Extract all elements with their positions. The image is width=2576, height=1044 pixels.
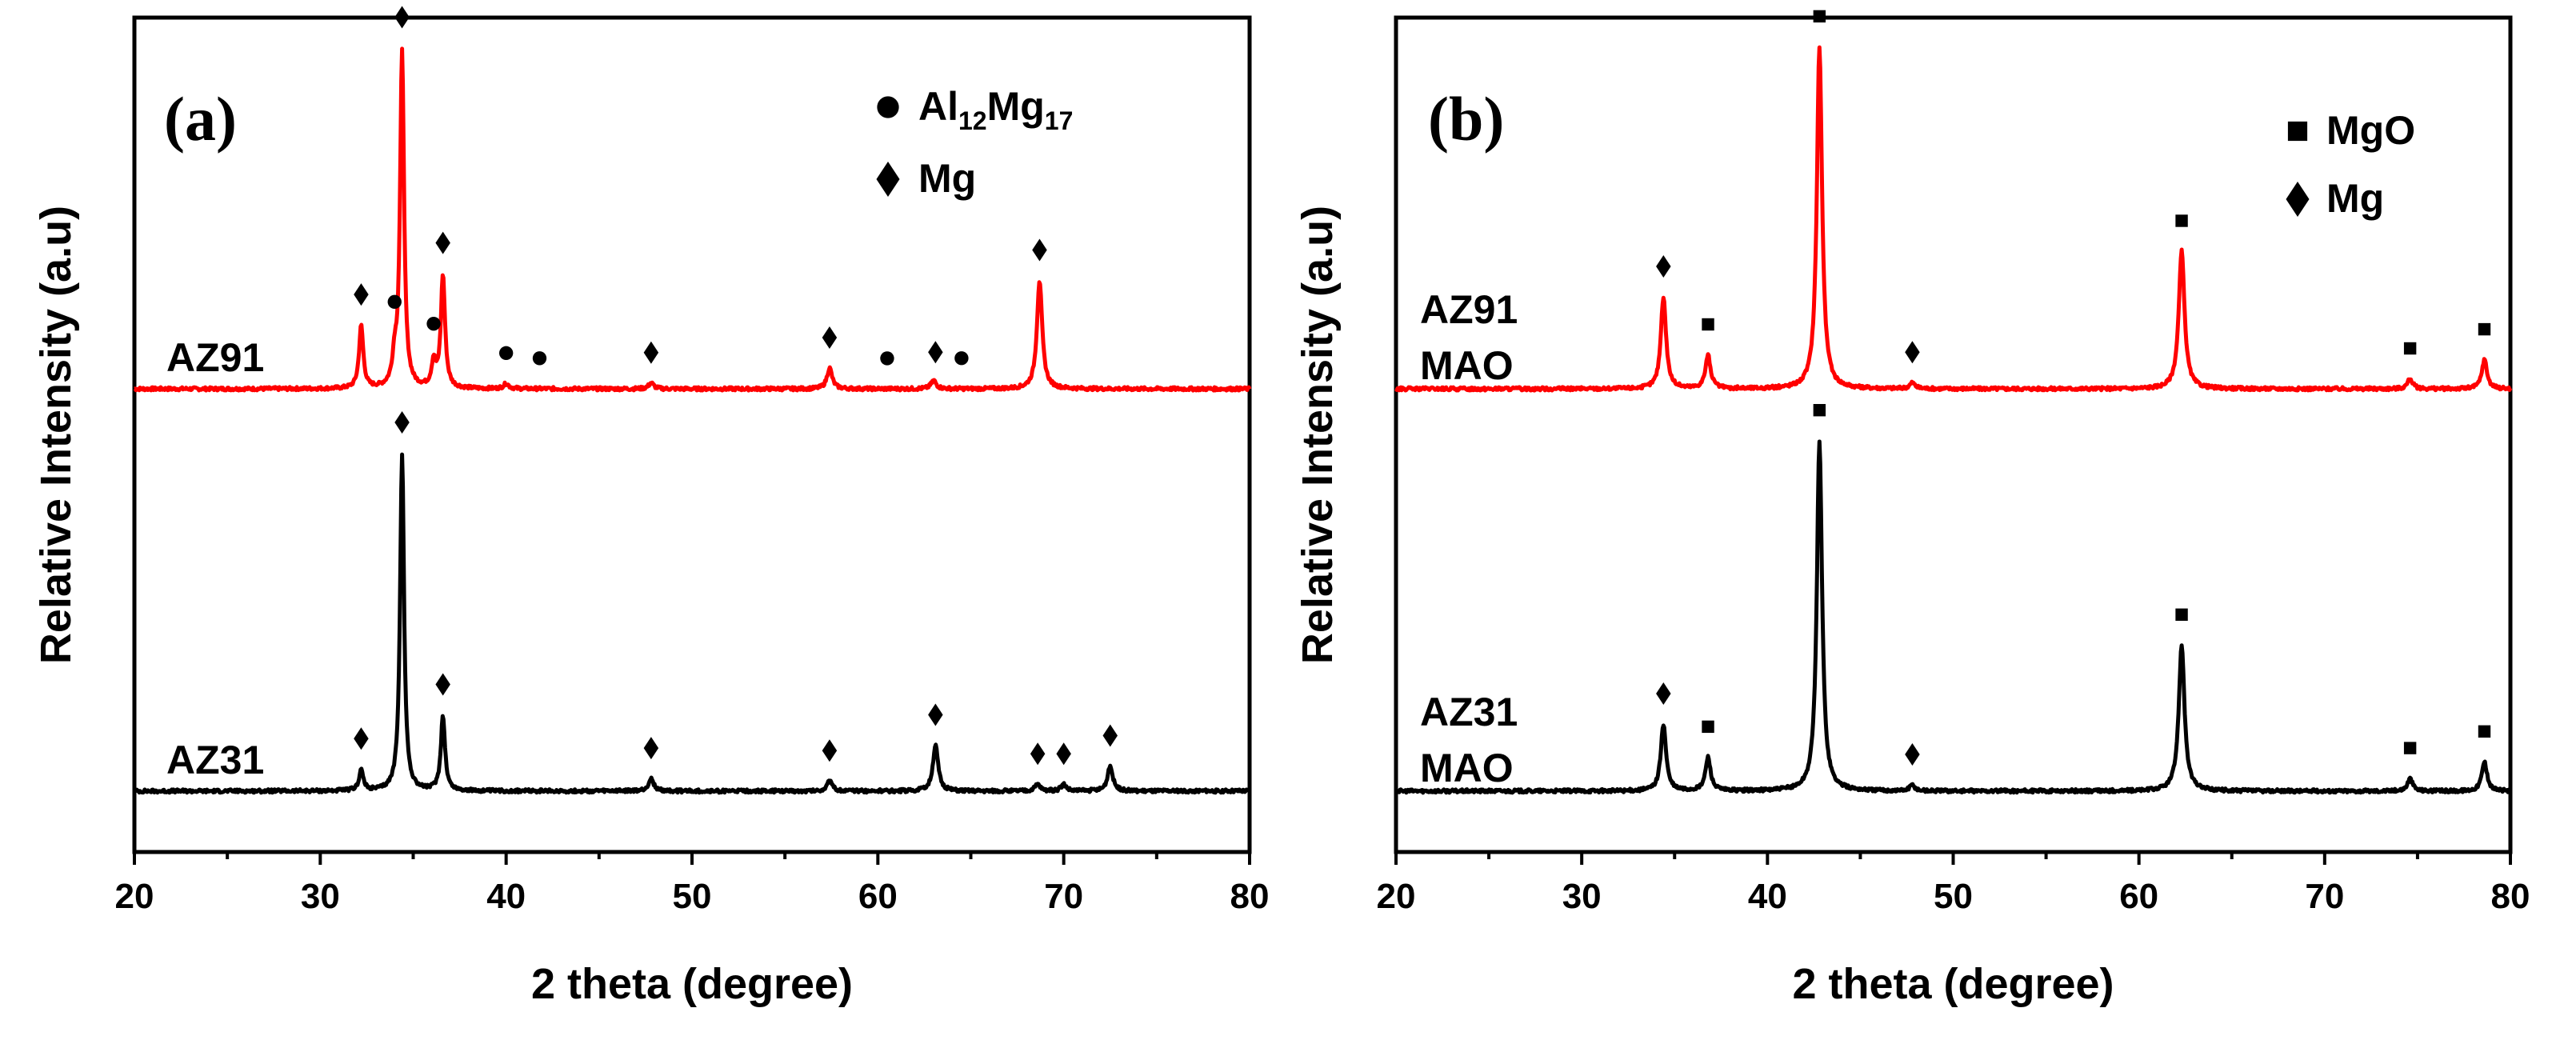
- peak-marker-square: [1702, 318, 1714, 331]
- x-tick-label: 60: [2119, 877, 2158, 916]
- legend-diamond-icon: [2286, 182, 2310, 217]
- series-line: [133, 46, 1252, 393]
- peak-marker-diamond: [394, 410, 410, 434]
- x-tick-label: 30: [301, 877, 340, 916]
- series-line: [1394, 439, 2512, 795]
- peak-marker-diamond: [435, 673, 450, 696]
- x-tick-label: 40: [1748, 877, 1787, 916]
- series-label: AZ91: [166, 335, 264, 380]
- legend-label-mid: Mg: [987, 84, 1045, 129]
- panel-a: 20 30 40 50 60 70 80 2 theta (degree) Relative I…: [32, 6, 1269, 1008]
- peak-marker-diamond: [1030, 742, 1046, 766]
- legend-sub: 12: [958, 106, 987, 135]
- peak-marker-diamond: [1905, 743, 1920, 766]
- x-axis-label: 2 theta (degree): [1792, 960, 2114, 1008]
- x-tick-label: 20: [115, 877, 154, 916]
- series-az31-mao: AZ31 MAO: [1394, 404, 2512, 795]
- series-az91-mao: AZ91 MAO: [1394, 10, 2513, 393]
- legend-label: Mg: [2326, 176, 2384, 221]
- legend-square-icon: [2287, 121, 2308, 142]
- series-label: MAO: [1420, 343, 1514, 388]
- peak-marker-diamond: [643, 737, 659, 760]
- plot-frame: [132, 15, 1252, 854]
- x-tick-label: 80: [1230, 877, 1270, 916]
- y-axis-label: Relative Intensity (a.u): [32, 206, 80, 664]
- peak-marker-circle: [426, 316, 441, 331]
- peak-marker-circle: [532, 351, 547, 366]
- peak-marker-diamond: [928, 703, 943, 726]
- peak-marker-square: [1702, 720, 1714, 734]
- peak-marker-square: [1813, 404, 1826, 417]
- x-tick-label: 20: [1377, 877, 1416, 916]
- series-label: AZ91: [1420, 287, 1518, 332]
- peak-marker-diamond: [1102, 724, 1118, 747]
- series-label: AZ31: [1420, 690, 1518, 734]
- x-tick-label: 40: [486, 877, 526, 916]
- x-tick-label: 50: [673, 877, 712, 916]
- peak-marker-diamond: [822, 739, 838, 762]
- peak-marker-diamond: [1656, 682, 1671, 706]
- peak-marker-circle: [880, 351, 894, 366]
- legend-label-main: Al: [918, 84, 958, 129]
- peak-marker-square: [2175, 608, 2188, 621]
- peak-marker-diamond: [1905, 341, 1920, 364]
- legend-label: MgO: [2326, 108, 2415, 153]
- series-label: AZ31: [166, 738, 264, 782]
- peak-marker-diamond: [1056, 742, 1071, 766]
- peak-marker-square: [2478, 322, 2491, 336]
- peak-marker-circle: [387, 294, 402, 310]
- series-az91: AZ91: [133, 6, 1252, 393]
- peak-marker-square: [2403, 742, 2417, 754]
- y-axis-label: Relative Intensity (a.u): [1294, 206, 1342, 664]
- peak-marker-circle: [954, 351, 969, 366]
- peak-marker-diamond: [354, 727, 369, 750]
- x-tick-label: 80: [2491, 877, 2530, 916]
- legend-label: Al12Mg17: [918, 84, 1073, 135]
- legend-sub: 17: [1045, 106, 1074, 135]
- peak-marker-diamond: [928, 341, 943, 364]
- peak-marker-diamond: [435, 231, 450, 254]
- legend-label-main: Mg: [918, 156, 976, 201]
- series-line: [1394, 45, 2513, 393]
- legend-label: Mg: [918, 156, 976, 201]
- series-az31: AZ31: [132, 410, 1251, 795]
- legend-label-main: MgO: [2326, 108, 2415, 153]
- panel-b: 20 30 40 50 60 70 80 2 theta (degree) Relative I…: [1294, 10, 2530, 1008]
- x-tick-label: 60: [858, 877, 898, 916]
- peak-marker-diamond: [1656, 255, 1671, 278]
- legend-label-main: Mg: [2326, 176, 2384, 221]
- peak-marker-square: [2478, 725, 2491, 738]
- peak-marker-diamond: [354, 283, 369, 306]
- x-tick-label: 70: [2305, 877, 2344, 916]
- peak-marker-diamond: [822, 326, 838, 349]
- peak-marker-diamond: [643, 341, 659, 364]
- x-axis-label: 2 theta (degree): [531, 960, 853, 1008]
- series-label: MAO: [1420, 746, 1514, 790]
- peak-marker-diamond: [394, 6, 410, 29]
- x-tick-label: 50: [1934, 877, 1973, 916]
- peak-marker-diamond: [1032, 238, 1047, 262]
- peak-marker-square: [1813, 10, 1826, 23]
- peak-marker-square: [2403, 342, 2417, 355]
- panel-label: (a): [164, 84, 237, 154]
- series-line: [132, 452, 1251, 795]
- x-tick-label: 70: [1044, 877, 1083, 916]
- legend-diamond-icon: [876, 162, 900, 197]
- peak-marker-circle: [498, 346, 514, 361]
- legend-circle-icon: [877, 96, 899, 118]
- peak-marker-square: [2175, 214, 2188, 227]
- panel-label: (b): [1428, 84, 1504, 154]
- x-tick-label: 30: [1562, 877, 1602, 916]
